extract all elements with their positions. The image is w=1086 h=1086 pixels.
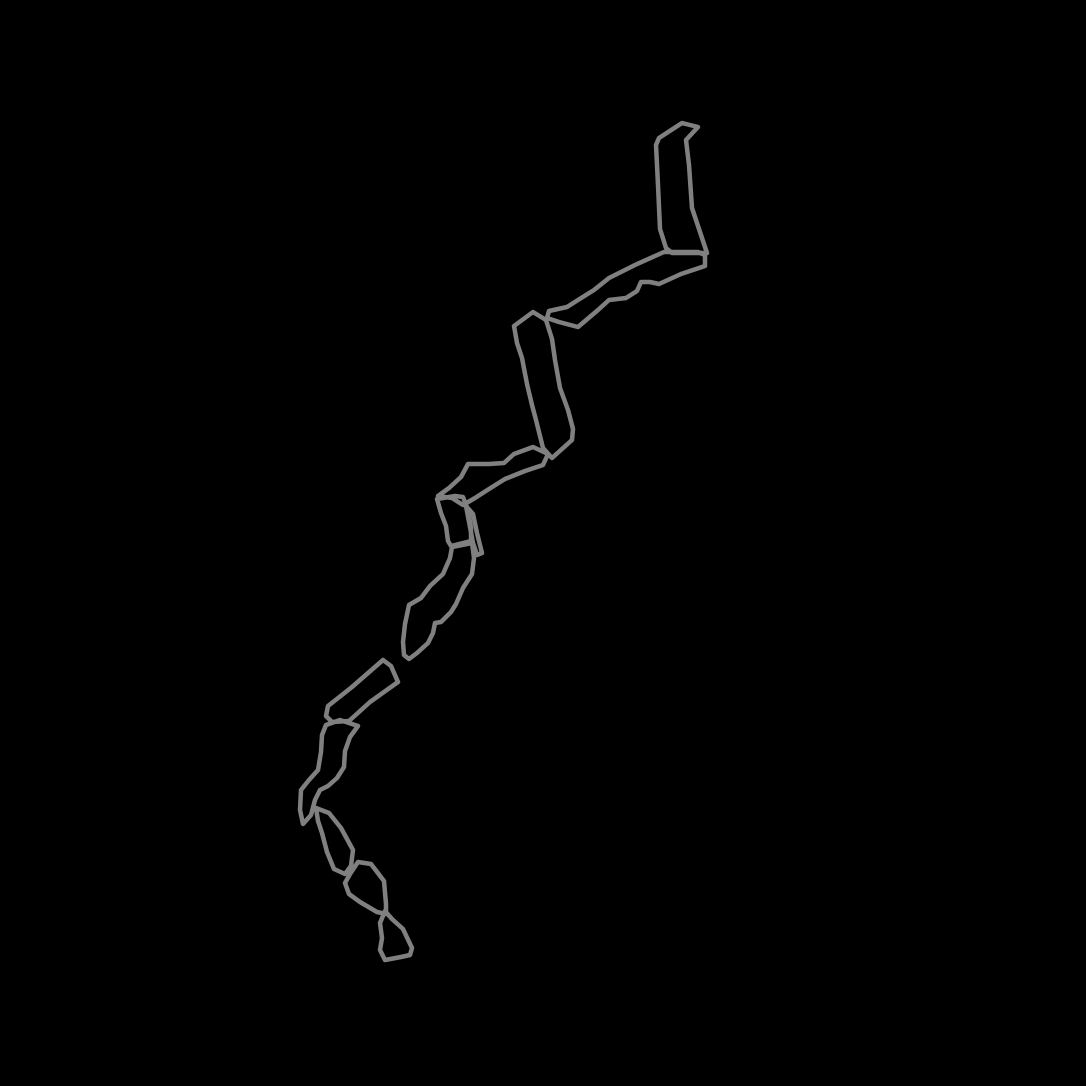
outline-segment xyxy=(511,309,576,461)
outline-segment xyxy=(313,805,356,877)
outline-segment xyxy=(297,717,361,827)
outline-segment xyxy=(400,540,477,662)
outline-segment xyxy=(544,249,708,330)
outline-segment xyxy=(377,908,415,963)
outline-segment xyxy=(435,444,551,508)
outline-segment xyxy=(342,859,389,917)
outline-segment xyxy=(463,503,485,558)
